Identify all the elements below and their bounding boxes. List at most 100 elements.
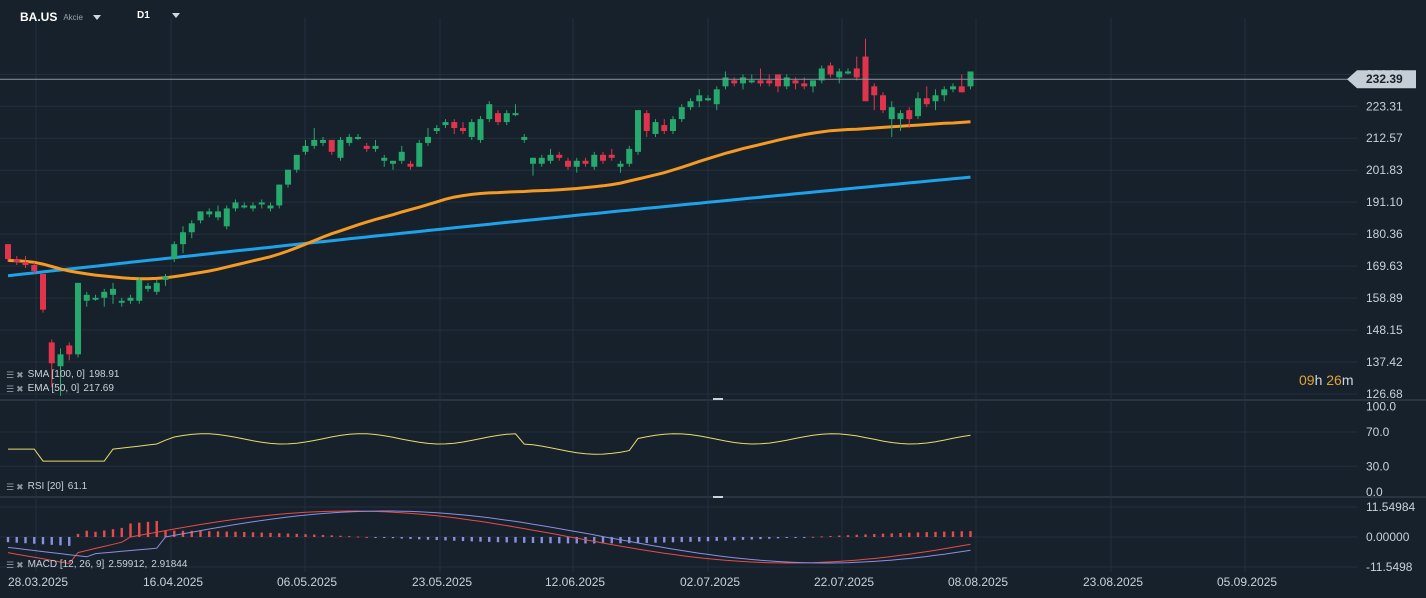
candle bbox=[223, 205, 230, 230]
settings-icon[interactable]: ☰ bbox=[6, 369, 15, 380]
candle-body bbox=[407, 163, 414, 167]
candle-body bbox=[258, 202, 265, 205]
close-icon[interactable]: ✖ bbox=[16, 383, 24, 394]
candle-body bbox=[853, 68, 860, 78]
candle-body bbox=[328, 139, 335, 152]
timer-minutes: 26 bbox=[1326, 372, 1342, 388]
candle bbox=[591, 151, 598, 170]
candle-body bbox=[696, 95, 703, 102]
macd-histogram-bar bbox=[890, 533, 893, 537]
candle-body bbox=[215, 211, 221, 218]
candle-body bbox=[591, 154, 598, 167]
macd-histogram-bar bbox=[724, 537, 727, 541]
date-tick-label: 23.05.2025 bbox=[412, 575, 472, 589]
candle-body bbox=[626, 148, 633, 164]
current-price-tag bbox=[1347, 70, 1416, 89]
close-icon[interactable]: ✖ bbox=[16, 559, 24, 570]
candle bbox=[556, 151, 563, 161]
candle bbox=[827, 62, 834, 78]
candle-body bbox=[5, 244, 11, 260]
candle-body bbox=[495, 113, 501, 123]
candle bbox=[512, 104, 519, 117]
candle-body bbox=[92, 297, 99, 300]
candle bbox=[442, 119, 449, 129]
candle-body bbox=[276, 184, 283, 206]
macd-histogram-bar bbox=[820, 536, 823, 538]
macd-histogram-bar bbox=[645, 537, 648, 543]
settings-icon[interactable]: ☰ bbox=[6, 559, 15, 570]
candle bbox=[617, 160, 624, 173]
candle-body bbox=[713, 89, 720, 105]
candle bbox=[670, 116, 676, 134]
price-tick-label: 223.31 bbox=[1366, 99, 1403, 113]
candle bbox=[22, 256, 29, 268]
macd-histogram-bar bbox=[566, 537, 570, 544]
settings-icon[interactable]: ☰ bbox=[6, 481, 15, 492]
candle-body bbox=[162, 276, 169, 280]
candle bbox=[705, 95, 711, 102]
date-tick-label: 22.07.2025 bbox=[814, 575, 874, 589]
candle bbox=[258, 199, 265, 209]
candle-body bbox=[923, 98, 930, 105]
candle-body bbox=[766, 80, 773, 84]
settings-icon[interactable]: ☰ bbox=[6, 383, 15, 394]
candle bbox=[766, 74, 773, 87]
macd-histogram-bar bbox=[951, 531, 955, 537]
macd-histogram-bar bbox=[444, 537, 447, 541]
date-tick-label: 23.08.2025 bbox=[1083, 575, 1143, 589]
macd-histogram-bar bbox=[435, 537, 438, 541]
close-icon[interactable]: ✖ bbox=[16, 481, 24, 492]
ema-legend: ☰ ✖ EMA [50, 0] 217.69 bbox=[6, 383, 114, 394]
sma-line bbox=[7, 175, 971, 278]
candle-body bbox=[206, 211, 213, 215]
candle bbox=[635, 110, 641, 155]
candle-body bbox=[425, 136, 431, 143]
candle bbox=[425, 128, 431, 146]
candle bbox=[810, 80, 816, 93]
macd-histogram-bar bbox=[654, 537, 657, 543]
timeframe-selector[interactable]: D1 bbox=[137, 10, 180, 21]
macd-histogram-bar bbox=[855, 534, 858, 537]
macd-histogram-bar bbox=[829, 535, 832, 537]
macd-histogram-bar bbox=[505, 537, 508, 543]
candle bbox=[713, 86, 720, 111]
candle bbox=[722, 71, 729, 90]
candle bbox=[250, 202, 256, 212]
candle bbox=[783, 74, 790, 90]
candle-body bbox=[398, 151, 405, 161]
candle-body bbox=[372, 145, 379, 149]
ema-label: EMA [50, 0] bbox=[27, 383, 80, 394]
sma-legend: ☰ ✖ SMA [100, 0] 198.91 bbox=[6, 369, 119, 380]
macd-histogram-bar bbox=[286, 533, 290, 537]
candle bbox=[521, 133, 528, 143]
ema-value: 217.69 bbox=[83, 383, 114, 394]
candle bbox=[285, 169, 291, 188]
ema-line bbox=[7, 120, 971, 281]
candle-body bbox=[48, 342, 55, 364]
macd-histogram-bar bbox=[111, 529, 115, 537]
candle bbox=[678, 104, 685, 123]
macd-histogram-bar bbox=[216, 531, 220, 537]
candle-body bbox=[792, 80, 799, 84]
candle-body bbox=[661, 125, 668, 132]
macd-histogram-bar bbox=[85, 530, 88, 537]
candle-body bbox=[635, 110, 641, 152]
candle-body bbox=[460, 128, 466, 132]
macd-histogram-bar bbox=[138, 522, 141, 537]
sma-value: 198.91 bbox=[88, 369, 120, 380]
candle-body bbox=[801, 83, 808, 87]
price-tick-label: 158.89 bbox=[1366, 291, 1403, 305]
symbol-selector[interactable]: BA.US Akcie bbox=[20, 10, 101, 24]
close-icon[interactable]: ✖ bbox=[16, 369, 24, 380]
macd-histogram-bar bbox=[628, 537, 631, 544]
macd-histogram-bar bbox=[199, 530, 202, 537]
candle-body bbox=[888, 107, 895, 120]
candle bbox=[180, 226, 186, 254]
macd-histogram-bar bbox=[873, 534, 876, 537]
candle-body bbox=[136, 279, 143, 301]
candle-body bbox=[118, 300, 125, 303]
candle-body bbox=[818, 68, 825, 81]
candle bbox=[643, 110, 650, 137]
candle-body bbox=[731, 80, 738, 84]
